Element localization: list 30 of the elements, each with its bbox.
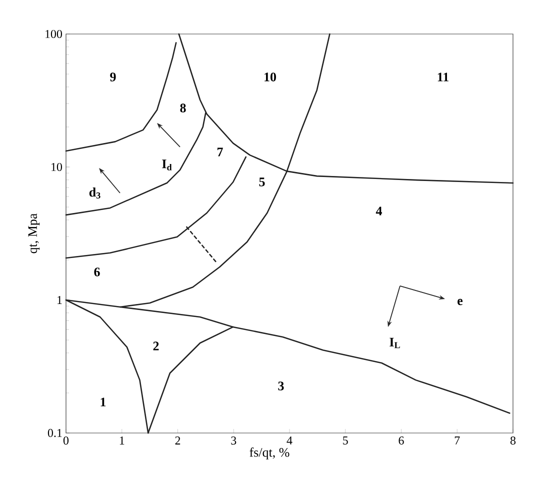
y-axis-title: qt, Mpa	[28, 213, 40, 254]
y-tick-label: 0.1	[48, 428, 62, 438]
annotation: 5	[259, 178, 265, 186]
annotation: 2	[153, 342, 159, 350]
annotation: 10	[264, 72, 276, 82]
x-tick-label: 5	[343, 436, 348, 444]
y-tick-label: 100	[46, 30, 62, 38]
y-tick-label: 1	[58, 296, 62, 304]
annotation: e	[458, 298, 463, 306]
x-tick-label: 4	[286, 436, 292, 444]
annotation: 7	[217, 148, 223, 156]
annotation: 6	[94, 268, 100, 276]
annotation: 4	[376, 206, 382, 216]
annotation: 8	[180, 104, 186, 112]
x-axis-title: fs/qt, %	[250, 447, 290, 460]
annotation: 1	[100, 398, 106, 406]
x-tick-label: 0	[63, 436, 69, 445]
x-tick-label: 1	[120, 436, 124, 444]
annotation: I$_{L}$	[390, 338, 400, 348]
x-tick-label: 6	[398, 436, 404, 445]
x-tick-label: 7	[454, 436, 460, 444]
annotation: 11	[438, 72, 448, 82]
x-tick-label: 3	[231, 436, 236, 445]
x-tick-label: 8	[510, 436, 516, 445]
annotation: 3	[278, 382, 284, 390]
annotation: I$_{d}$	[162, 160, 172, 170]
y-tick-label: 10	[52, 162, 62, 172]
annotation: 9	[110, 72, 116, 82]
annotation: d$_{3}$	[89, 188, 100, 199]
x-tick-label: 2	[175, 436, 180, 444]
